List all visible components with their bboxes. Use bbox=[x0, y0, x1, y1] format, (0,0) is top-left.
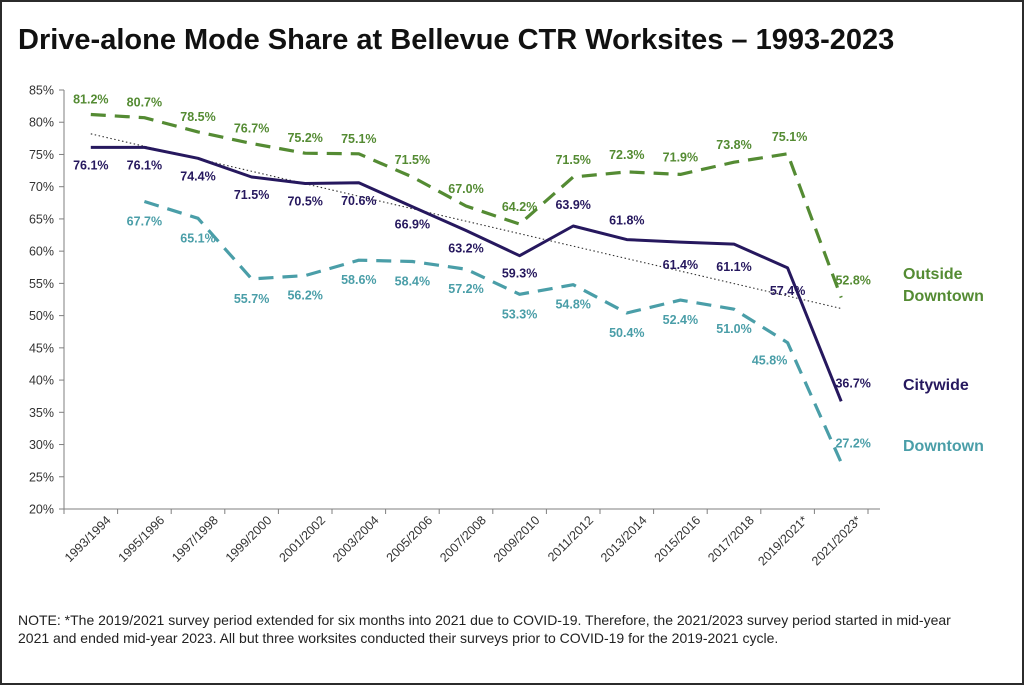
x-tick-label: 2005/2006 bbox=[384, 513, 436, 565]
downtown-data-label: 27.2% bbox=[835, 437, 870, 451]
citywide-data-label: 61.4% bbox=[663, 258, 698, 272]
citywide-data-label: 76.1% bbox=[73, 158, 108, 172]
citywide-data-label: 63.2% bbox=[448, 242, 483, 256]
outside-downtown-series-label: Outside bbox=[903, 266, 963, 283]
outside-downtown-data-label: 71.9% bbox=[663, 150, 698, 164]
downtown-data-label: 57.2% bbox=[448, 282, 483, 296]
citywide-line bbox=[90, 145, 843, 402]
outside-downtown-data-label: 52.8% bbox=[835, 274, 870, 288]
citywide-data-label: 76.1% bbox=[127, 158, 162, 172]
y-tick-label: 65% bbox=[29, 212, 54, 226]
citywide-data-label: 66.9% bbox=[395, 218, 430, 232]
x-tick-label: 2009/2010 bbox=[491, 513, 543, 565]
x-tick-label: 1993/1994 bbox=[62, 513, 114, 565]
outside-downtown-data-label: 80.7% bbox=[127, 96, 162, 110]
citywide-data-label: 70.5% bbox=[287, 194, 322, 208]
x-tick-label: 1997/1998 bbox=[169, 513, 221, 565]
x-tick-label: 2017/2018 bbox=[705, 513, 757, 565]
downtown-line bbox=[143, 199, 843, 464]
outside-downtown-data-label: 71.5% bbox=[555, 153, 590, 167]
x-tick-label: 1999/2000 bbox=[223, 513, 275, 565]
citywide-data-label: 70.6% bbox=[341, 194, 376, 208]
downtown-data-label: 67.7% bbox=[127, 215, 162, 229]
outside-downtown-data-label: 78.5% bbox=[180, 110, 215, 124]
downtown-series-label: Downtown bbox=[903, 438, 984, 455]
x-tick-label: 2015/2016 bbox=[652, 513, 704, 565]
downtown-data-label: 53.3% bbox=[502, 307, 537, 321]
outside-downtown-data-label: 64.2% bbox=[502, 200, 537, 214]
downtown-data-label: 45.8% bbox=[752, 354, 787, 368]
x-tick-label: 2007/2008 bbox=[437, 513, 489, 565]
downtown-data-label: 58.4% bbox=[395, 274, 430, 288]
outside-downtown-series-label: Downtown bbox=[903, 288, 984, 305]
outside-downtown-data-label: 71.5% bbox=[395, 153, 430, 167]
outside-downtown-line bbox=[90, 112, 843, 299]
outside-downtown-data-label: 75.1% bbox=[341, 132, 376, 146]
x-tick-label: 2011/2012 bbox=[545, 513, 596, 564]
y-tick-label: 85% bbox=[29, 84, 54, 98]
citywide-data-label: 61.1% bbox=[716, 260, 751, 274]
outside-downtown-data-label: 72.3% bbox=[609, 148, 644, 162]
citywide-data-label: 36.7% bbox=[835, 376, 870, 390]
downtown-data-label: 56.2% bbox=[287, 289, 322, 303]
y-tick-label: 70% bbox=[29, 180, 54, 194]
x-tick-label: 2013/2014 bbox=[598, 513, 650, 565]
y-tick-label: 75% bbox=[29, 148, 54, 162]
downtown-data-label: 65.1% bbox=[180, 231, 215, 245]
citywide-data-label: 57.4% bbox=[770, 284, 805, 298]
y-tick-label: 55% bbox=[29, 277, 54, 291]
citywide-data-label: 61.8% bbox=[609, 214, 644, 228]
outside-downtown-data-label: 67.0% bbox=[448, 182, 483, 196]
downtown-data-label: 52.4% bbox=[663, 313, 698, 327]
downtown-data-label: 58.6% bbox=[341, 273, 376, 287]
citywide-data-label: 63.9% bbox=[555, 198, 590, 212]
citywide-series-label: Citywide bbox=[903, 377, 969, 394]
y-tick-label: 25% bbox=[29, 470, 54, 484]
downtown-data-label: 50.4% bbox=[609, 326, 644, 340]
x-tick-label: 2019/2021* bbox=[755, 513, 810, 568]
y-tick-label: 30% bbox=[29, 438, 54, 452]
outside-downtown-data-label: 75.2% bbox=[287, 131, 322, 145]
citywide-data-label: 71.5% bbox=[234, 188, 269, 202]
outside-downtown-data-label: 76.7% bbox=[234, 122, 269, 136]
x-tick-label: 2001/2002 bbox=[276, 513, 328, 565]
y-tick-label: 60% bbox=[29, 245, 54, 259]
outside-downtown-data-label: 75.1% bbox=[772, 130, 807, 144]
outside-downtown-data-label: 73.8% bbox=[716, 138, 751, 152]
y-tick-label: 35% bbox=[29, 406, 54, 420]
chart-title: Drive-alone Mode Share at Bellevue CTR W… bbox=[18, 24, 895, 56]
y-tick-label: 45% bbox=[29, 341, 54, 355]
y-tick-label: 50% bbox=[29, 309, 54, 323]
y-tick-label: 80% bbox=[29, 116, 54, 130]
citywide-data-label: 74.4% bbox=[180, 169, 215, 183]
x-tick-label: 2003/2004 bbox=[330, 513, 382, 565]
outside-downtown-data-label: 81.2% bbox=[73, 92, 108, 106]
footnote: NOTE: *The 2019/2021 survey period exten… bbox=[18, 612, 951, 646]
x-tick-label: 1995/1996 bbox=[116, 513, 168, 565]
downtown-data-label: 55.7% bbox=[234, 292, 269, 306]
downtown-data-label: 51.0% bbox=[716, 322, 751, 336]
x-tick-label: 2021/2023* bbox=[809, 513, 864, 568]
citywide-data-label: 59.3% bbox=[502, 267, 537, 281]
y-tick-label: 20% bbox=[29, 503, 54, 517]
downtown-data-label: 54.8% bbox=[555, 298, 590, 312]
y-tick-label: 40% bbox=[29, 374, 54, 388]
